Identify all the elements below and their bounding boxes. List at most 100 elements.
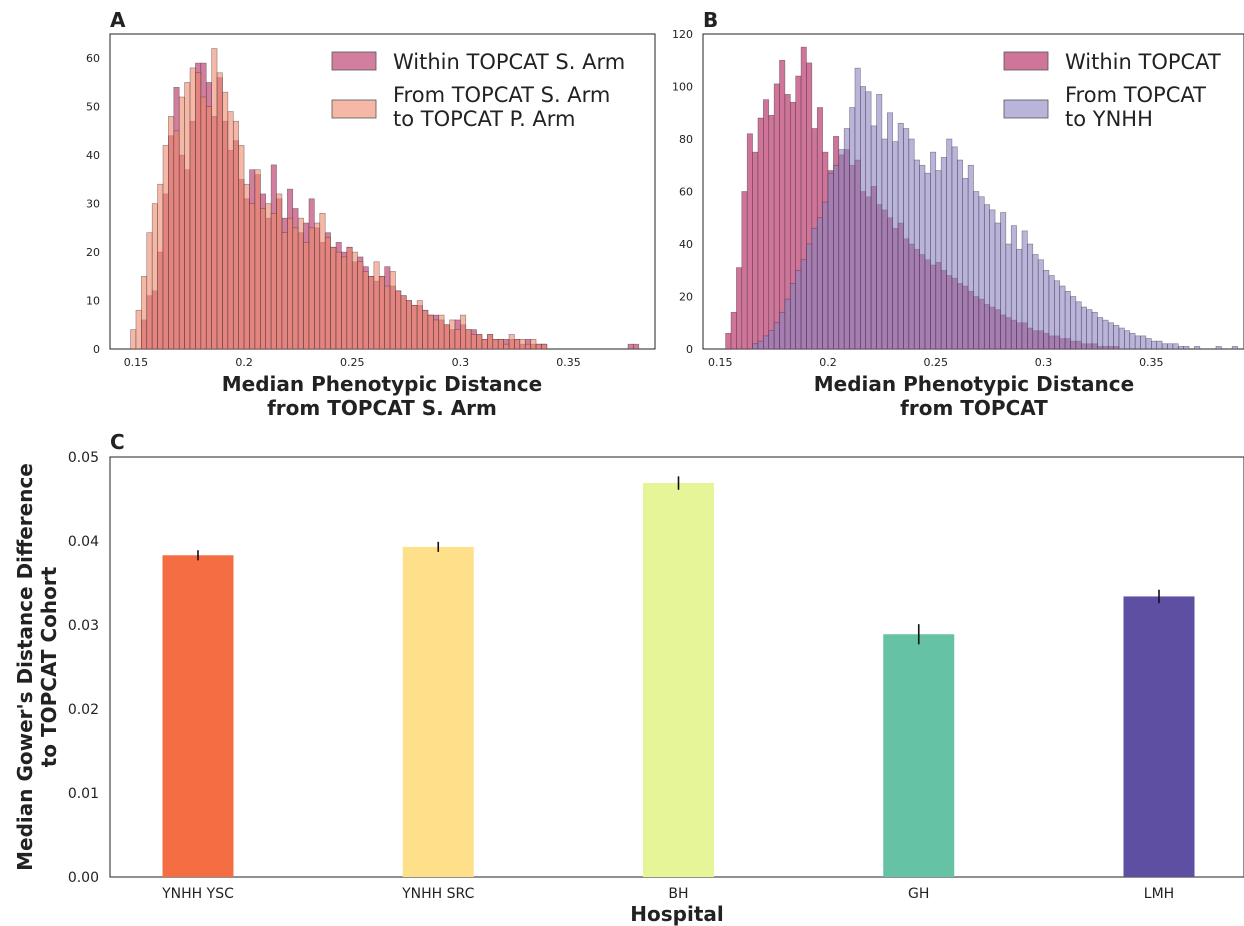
hist-bar [270, 213, 277, 350]
hist-bar [811, 227, 818, 350]
hist-bar [779, 311, 786, 350]
hist-bar [384, 285, 391, 350]
hist-bar [443, 324, 450, 350]
hist-bar [141, 276, 148, 350]
bar-lmh [1123, 596, 1195, 877]
hist-bar [135, 309, 142, 350]
hist-bar [903, 128, 910, 350]
hist-bar [508, 334, 515, 350]
hist-bar [465, 329, 472, 350]
panel-c-ylabel-line2: to TOPCAT Cohort [37, 566, 61, 767]
hist-bar [768, 330, 775, 350]
hist-bar [1043, 269, 1050, 350]
hist-bar [243, 183, 250, 350]
hist-bar [411, 305, 418, 350]
hist-bar [1172, 343, 1179, 350]
hist-bar [362, 271, 369, 350]
hist-bar [725, 332, 732, 350]
hist-bar [1129, 332, 1136, 350]
hist-bar [741, 191, 748, 350]
hist-bar [1177, 346, 1184, 350]
hist-bar [297, 217, 304, 350]
y-tick-label: 120 [672, 28, 693, 41]
hist-bar [940, 157, 947, 350]
panel-c-label: C [110, 430, 125, 454]
x-tick-label: YNHH YSC [161, 886, 234, 902]
panel-a-legend: Within TOPCAT S. Arm From TOPCAT S. Arm … [331, 50, 625, 131]
hist-bar [1118, 327, 1125, 350]
hist-bar [314, 222, 321, 350]
hist-bar [1086, 309, 1093, 350]
panel-b-axes: 0.15 0.2 0.25 0.3 0.35 0 20 40 60 80 100 120 [672, 28, 1164, 369]
hist-bar [481, 339, 488, 350]
hist-bar [357, 261, 364, 350]
y-tick-label: 40 [86, 149, 100, 162]
hist-bar [795, 269, 802, 350]
hist-bar [870, 125, 877, 350]
hist-bar [1048, 275, 1055, 350]
y-tick-label: 0.01 [68, 786, 99, 802]
hist-bar [1215, 346, 1222, 350]
hist-bar [211, 48, 218, 350]
x-tick-label: 0.2 [235, 356, 253, 369]
hist-bar [962, 178, 969, 350]
y-tick-label: 0.04 [68, 534, 99, 550]
y-tick-label: 80 [679, 133, 693, 146]
hist-bar [627, 343, 634, 350]
hist-bar [162, 145, 169, 350]
y-tick-label: 20 [679, 291, 693, 304]
y-tick-label: 0.02 [68, 702, 99, 718]
hist-bar [178, 96, 185, 350]
hist-bar [368, 276, 375, 350]
bar-bh [643, 483, 714, 877]
panel-c-axes: YNHH YSC YNHH SRC BH GH LMH 0.00 0.01 0.02 0.03 0… [68, 450, 1174, 902]
hist-bar [335, 251, 342, 350]
hist-bar [400, 295, 407, 350]
hist-bar [530, 339, 537, 350]
y-tick-label: 50 [86, 101, 100, 114]
hist-bar [827, 172, 834, 350]
hist-bar [168, 116, 175, 350]
hist-bar [1134, 335, 1141, 350]
hist-bar [633, 343, 640, 350]
hist-bar [806, 243, 813, 350]
hist-bar [978, 196, 985, 350]
x-tick-label: BH [668, 886, 688, 902]
y-tick-label: 30 [86, 198, 100, 211]
hist-bar [222, 91, 229, 350]
panel-b-xlabel-line1: Median Phenotypic Distance [814, 372, 1134, 396]
hist-bar [470, 334, 477, 350]
hist-bar [524, 343, 531, 350]
hist-bar [157, 183, 164, 350]
hist-bar [1091, 311, 1098, 350]
hist-bar [476, 334, 483, 350]
hist-bar [1016, 248, 1023, 350]
series-1-bars [752, 67, 1238, 350]
hist-bar [876, 94, 883, 350]
hist-bar [433, 319, 440, 350]
hist-bar [254, 169, 261, 350]
bar-gh [883, 634, 955, 877]
legend-swatch-from-topcat [1003, 99, 1049, 119]
hist-bar [292, 227, 299, 350]
hist-bar [789, 283, 796, 350]
bar-ynhh-src [402, 546, 474, 877]
panel-a-label: A [110, 8, 126, 32]
x-tick-label: 0.35 [556, 356, 581, 369]
hist-bar [784, 298, 791, 350]
hist-bar [892, 141, 899, 350]
hist-bar [860, 86, 867, 350]
hist-bar [281, 232, 288, 350]
hist-bar [324, 237, 331, 350]
panel-a: A 0.15 0.2 0.25 0.3 0.35 0 10 20 30 40 50 60 Within… [86, 8, 656, 420]
legend-label-from-s-arm-line2: to TOPCAT P. Arm [393, 107, 576, 131]
y-tick-label: 100 [672, 81, 693, 94]
hist-bar [303, 242, 310, 350]
panel-a-bars [130, 48, 640, 350]
hist-bar [200, 96, 207, 350]
hist-bar [763, 335, 770, 350]
hist-bar [330, 246, 337, 350]
hist-bar [503, 343, 510, 350]
hist-bar [497, 339, 504, 350]
hist-bar [822, 201, 829, 350]
